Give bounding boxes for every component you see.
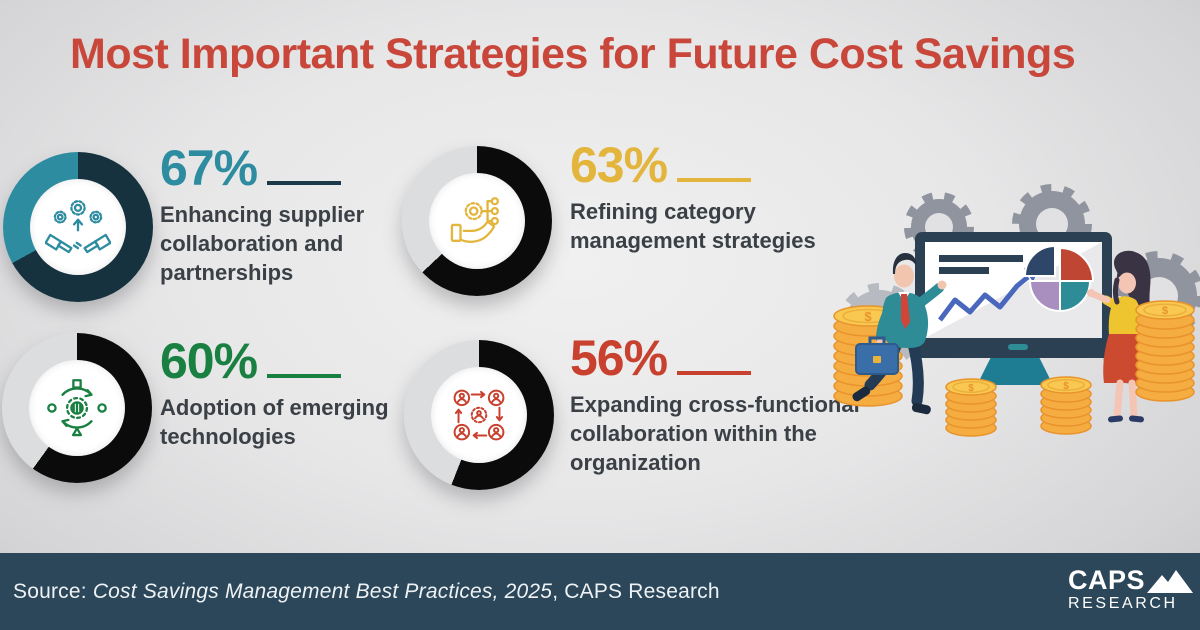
stat-percent: 56% bbox=[570, 330, 668, 386]
svg-text:$: $ bbox=[1162, 305, 1168, 317]
businessman-figure bbox=[852, 253, 947, 415]
donut-chart-60 bbox=[2, 333, 152, 483]
stat-underline bbox=[677, 371, 752, 375]
logo-caps-text: CAPS bbox=[1068, 565, 1146, 595]
coin-stack: $ bbox=[945, 378, 997, 437]
svg-text:$: $ bbox=[1063, 381, 1069, 392]
stat-label: Refining category management strategies bbox=[570, 199, 816, 253]
stat-percent: 67% bbox=[160, 140, 258, 196]
pie-chart bbox=[1023, 244, 1095, 313]
stat-underline bbox=[267, 374, 342, 378]
donut-chart-56 bbox=[404, 340, 554, 490]
businesswoman-figure bbox=[1087, 250, 1160, 423]
page-title: Most Important Strategies for Future Cos… bbox=[70, 30, 1076, 78]
growth-arrow bbox=[938, 275, 1030, 322]
hand-gear-network-icon bbox=[444, 188, 510, 254]
svg-text:$: $ bbox=[968, 383, 974, 394]
logo-research-text: RESEARCH bbox=[1068, 595, 1178, 612]
monitor bbox=[915, 232, 1112, 358]
people-cycle-icon bbox=[446, 382, 512, 448]
briefcase bbox=[855, 336, 899, 375]
footer-bar: Source: Cost Savings Management Best Pra… bbox=[0, 553, 1200, 630]
stat-underline bbox=[677, 178, 752, 182]
svg-text:$: $ bbox=[864, 309, 872, 324]
coin-stack: $ bbox=[1040, 376, 1092, 435]
business-presentation-illustration: $ bbox=[810, 148, 1200, 483]
gears-handshake-icon bbox=[44, 194, 112, 260]
stat-label: Expanding cross-functional collaboration… bbox=[570, 392, 860, 475]
coin-stack: $ bbox=[1135, 300, 1195, 402]
stat-underline bbox=[267, 181, 342, 185]
gear-cycle-icon bbox=[44, 375, 110, 441]
stat-label: Adoption of emerging technologies bbox=[160, 395, 389, 449]
source-title: Cost Savings Management Best Practices, … bbox=[92, 579, 553, 603]
stat-percent: 60% bbox=[160, 333, 258, 389]
source-text: Source: Cost Savings Management Best Pra… bbox=[13, 579, 720, 603]
donut-chart-63 bbox=[402, 146, 552, 296]
caps-research-logo: CAPS RESEARCH bbox=[1068, 567, 1200, 613]
monitor-stand bbox=[977, 353, 1053, 385]
donut-chart-67 bbox=[3, 152, 153, 302]
mountain-icon bbox=[1147, 570, 1194, 593]
stat-label: Enhancing supplier collaboration and par… bbox=[160, 202, 365, 285]
stat-percent: 63% bbox=[570, 137, 668, 193]
